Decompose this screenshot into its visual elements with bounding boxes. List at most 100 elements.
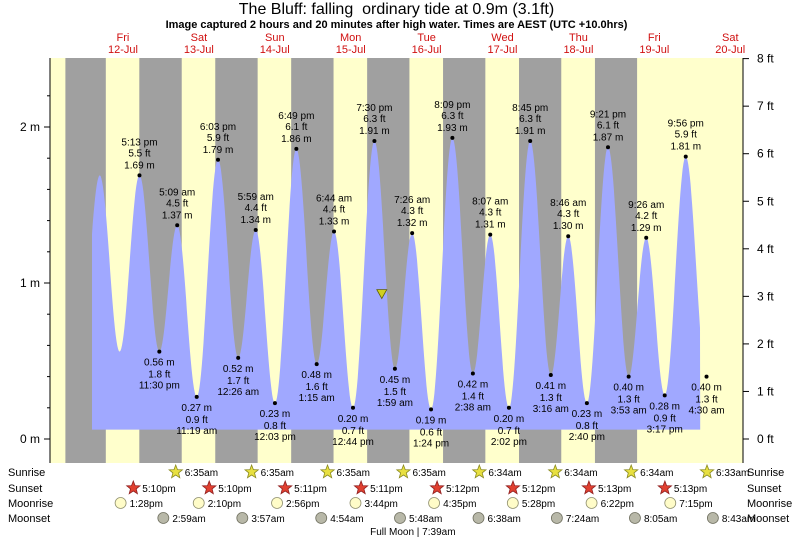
moonset-time: 8:05am (644, 514, 677, 525)
tide-height-label: 1.6 ft (306, 382, 328, 393)
tide-height-label: 0.19 m (416, 415, 447, 426)
tide-time-label: 11:19 am (176, 426, 217, 437)
tide-time-label: 1:15 am (299, 393, 335, 404)
tide-height-label: 4.3 ft (479, 208, 501, 219)
tide-height-label: 5.9 ft (207, 133, 229, 144)
day-name: Fri (117, 32, 130, 44)
axes: 0 m 1 m 2 m 0 ft 1 ft 2 ft 3 ft 4 ft 5 ft 6 ft 7 f… (20, 52, 774, 463)
y-right-tick-label: 0 ft (757, 432, 774, 446)
tide-point (137, 173, 142, 178)
tide-time-label: 8:46 am (550, 198, 586, 209)
tide-height-label: 1.5 ft (384, 387, 406, 398)
moonset-time: 4:54am (330, 514, 363, 525)
tide-point (506, 405, 511, 410)
tide-point (644, 235, 649, 240)
y-right-tick-label: 8 ft (757, 52, 774, 66)
tide-height-label: 4.4 ft (323, 205, 345, 216)
tide-point (314, 362, 319, 367)
day-name: Sat (722, 32, 739, 44)
y-right-tick-label: 2 ft (757, 337, 774, 351)
moonset-time: 7:24am (566, 514, 599, 525)
tide-height-label: 1.29 m (631, 223, 662, 234)
tide-time-label: 2:40 pm (569, 432, 605, 443)
moonrise-icon (271, 497, 283, 509)
moonrise-time: 4:35pm (443, 499, 476, 510)
sunset-icon (353, 479, 369, 495)
tide-height-label: 1.33 m (319, 217, 350, 228)
sunrise-time: 6:35am (185, 468, 218, 479)
tide-point (606, 145, 611, 150)
tide-time-label: 6:49 pm (278, 111, 314, 122)
tide-height-label: 0.28 m (649, 401, 680, 412)
tide-height-label: 4.2 ft (635, 211, 657, 222)
tide-height-label: 1.31 m (475, 220, 506, 231)
sunrise-time: 6:34am (488, 468, 521, 479)
sunrise-icon (699, 463, 715, 479)
day-date: 14-Jul (260, 44, 290, 56)
tide-height-label: 0.23 m (572, 409, 603, 420)
tide-height-label: 6.3 ft (441, 111, 463, 122)
day-date: 13-Jul (184, 44, 214, 56)
moonset-icon (550, 512, 563, 524)
tide-height-label: 1.30 m (553, 221, 584, 232)
sunset-icon (429, 479, 445, 495)
tide-point (704, 374, 709, 379)
tide-height-label: 0.52 m (223, 364, 254, 375)
moonrise-icon (192, 497, 205, 509)
y-right-tick-label: 5 ft (757, 194, 774, 208)
day-name: Tue (417, 32, 436, 44)
tide-time-label: 7:26 am (394, 195, 430, 206)
tide-height-label: 0.20 m (494, 414, 525, 425)
tide-height-label: 5.9 ft (675, 130, 697, 141)
tide-time-label: 5:13 pm (121, 137, 157, 148)
tide-time-label: 3:16 am (533, 404, 569, 415)
tide-height-label: 0.41 m (536, 381, 567, 392)
moonset-icon (629, 512, 641, 524)
tide-height-label: 0.7 ft (498, 426, 520, 437)
tide-height-label: 1.87 m (593, 132, 624, 143)
moonrise-time: 2:56pm (286, 499, 319, 510)
day-date: 16-Jul (412, 44, 442, 56)
tide-point (351, 405, 356, 410)
tide-point (392, 366, 397, 371)
tide-height-label: 0.48 m (301, 370, 332, 381)
tide-point (488, 232, 493, 237)
tide-height-label: 1.79 m (203, 145, 234, 156)
y-right-tick-label: 7 ft (757, 99, 774, 113)
day-name: Thu (569, 32, 588, 44)
y-right-tick-label: 3 ft (757, 289, 774, 303)
tide-curve (92, 138, 701, 430)
tide-time-label: 6:44 am (316, 194, 352, 205)
row-label-right: Sunrise (747, 467, 784, 479)
tide-height-label: 1.69 m (124, 160, 155, 171)
tide-point (429, 407, 434, 412)
moonrise-time: 6:22pm (601, 499, 634, 510)
moonrise-icon (428, 497, 440, 509)
tide-time-label: 1:59 am (377, 398, 413, 409)
moonset-time: 8:43am (722, 514, 755, 525)
moonset-icon (472, 512, 485, 524)
tide-point (272, 401, 277, 406)
tide-point (566, 234, 571, 239)
tide-time-label: 12:26 am (217, 387, 259, 398)
day-labels: Fri12-JulSat13-JulSun14-JulMon15-JulTue1… (108, 32, 745, 56)
tide-time-label: 2:38 am (455, 402, 491, 413)
tide-point (216, 157, 221, 162)
tide-time-label: 8:09 pm (434, 100, 470, 111)
moonset-icon (394, 512, 406, 524)
page-title: The Bluff: falling ordinary tide at 0.9m… (238, 1, 555, 18)
sunrise-time: 6:34am (564, 468, 597, 479)
tide-height-label: 4.3 ft (557, 209, 579, 220)
tide-time-label: 9:56 pm (668, 119, 704, 130)
tide-height-label: 1.34 m (240, 215, 271, 226)
day-date: 19-Jul (639, 44, 669, 56)
tide-point (332, 229, 337, 234)
tide-time-label: 1:24 pm (413, 438, 449, 449)
sunset-time: 5:11pm (294, 484, 327, 495)
day-name: Wed (491, 32, 513, 44)
tide-height-label: 1.32 m (397, 218, 428, 229)
y-right-tick-label: 4 ft (757, 242, 774, 256)
day-date: 17-Jul (488, 44, 518, 56)
sunrise-time: 6:35am (412, 468, 445, 479)
